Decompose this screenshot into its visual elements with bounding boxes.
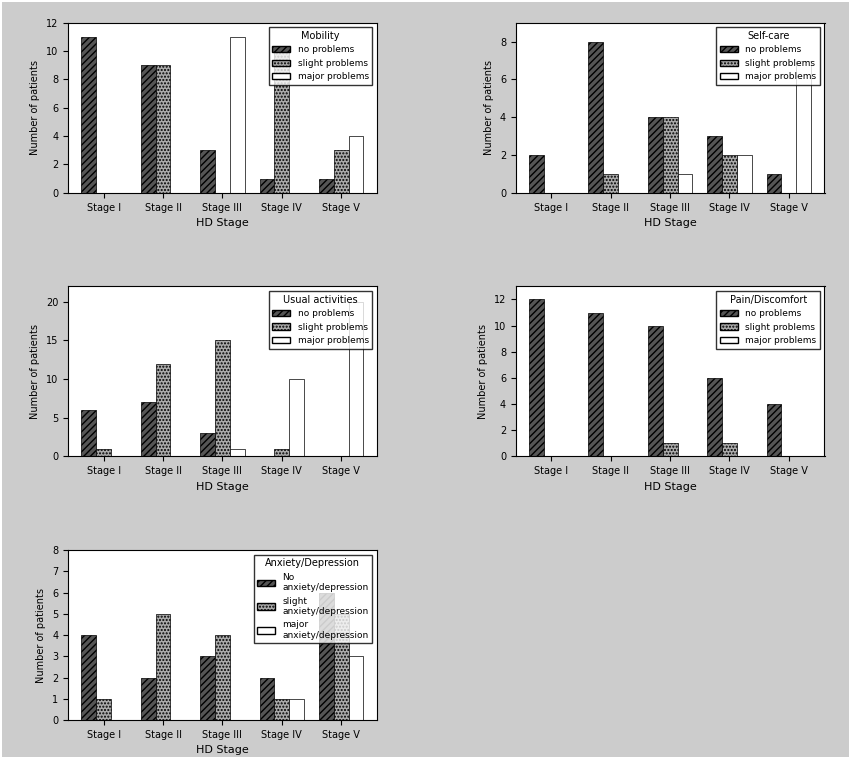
X-axis label: HD Stage: HD Stage (196, 482, 249, 492)
X-axis label: HD Stage: HD Stage (196, 745, 249, 756)
Bar (141, 402, 156, 456)
Bar (348, 656, 364, 720)
Bar (156, 65, 171, 193)
Bar (648, 326, 663, 456)
Bar (348, 302, 364, 456)
Bar (663, 443, 677, 456)
Bar (289, 379, 304, 456)
Bar (275, 699, 289, 720)
Bar (96, 699, 111, 720)
Bar (319, 179, 334, 193)
Bar (259, 179, 275, 193)
Bar (215, 340, 230, 456)
Bar (259, 678, 275, 720)
Y-axis label: Number of patients: Number of patients (31, 61, 40, 155)
Bar (82, 37, 96, 193)
Bar (230, 449, 245, 456)
Bar (796, 61, 811, 193)
Legend: no problems, slight problems, major problems: no problems, slight problems, major prob… (717, 291, 820, 349)
Bar (677, 174, 693, 193)
Legend: No
anxiety/depression, slight
anxiety/depression, major
anxiety/depression: No anxiety/depression, slight anxiety/de… (253, 555, 372, 644)
Bar (737, 155, 751, 193)
X-axis label: HD Stage: HD Stage (643, 218, 696, 228)
Bar (141, 65, 156, 193)
Legend: no problems, slight problems, major problems: no problems, slight problems, major prob… (717, 27, 820, 85)
Bar (588, 312, 604, 456)
X-axis label: HD Stage: HD Stage (643, 482, 696, 492)
Bar (767, 404, 781, 456)
Bar (334, 150, 348, 193)
Bar (588, 42, 604, 193)
Bar (348, 136, 364, 193)
Bar (334, 614, 348, 720)
Bar (648, 117, 663, 193)
Bar (707, 136, 722, 193)
Bar (200, 656, 215, 720)
Bar (529, 155, 544, 193)
Bar (96, 449, 111, 456)
Bar (767, 174, 781, 193)
Bar (319, 593, 334, 720)
Bar (275, 449, 289, 456)
Bar (707, 378, 722, 456)
Bar (200, 434, 215, 456)
X-axis label: HD Stage: HD Stage (196, 218, 249, 228)
Bar (275, 51, 289, 193)
Legend: no problems, slight problems, major problems: no problems, slight problems, major prob… (269, 291, 372, 349)
Bar (200, 150, 215, 193)
Bar (722, 443, 737, 456)
Y-axis label: Number of patients: Number of patients (478, 324, 488, 419)
Bar (230, 37, 245, 193)
Y-axis label: Number of patients: Number of patients (37, 587, 47, 682)
Y-axis label: Number of patients: Number of patients (484, 61, 494, 155)
Bar (722, 155, 737, 193)
Bar (156, 364, 171, 456)
Legend: no problems, slight problems, major problems: no problems, slight problems, major prob… (269, 27, 372, 85)
Bar (604, 174, 618, 193)
Y-axis label: Number of patients: Number of patients (31, 324, 40, 419)
Bar (82, 635, 96, 720)
Bar (663, 117, 677, 193)
Bar (82, 410, 96, 456)
Bar (141, 678, 156, 720)
Bar (529, 299, 544, 456)
Bar (156, 614, 171, 720)
Bar (215, 635, 230, 720)
Bar (289, 699, 304, 720)
